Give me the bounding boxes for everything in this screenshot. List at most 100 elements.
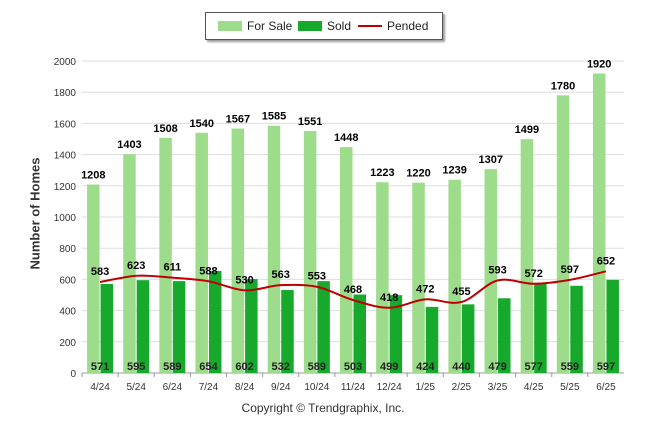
sold-bar xyxy=(136,280,150,373)
sold-value-label: 602 xyxy=(235,361,253,373)
sold-value-label: 503 xyxy=(344,361,362,373)
y-tick-label: 200 xyxy=(59,338,76,349)
pended-value-label: 563 xyxy=(272,269,290,281)
for-sale-value-label: 1208 xyxy=(81,170,105,182)
y-tick-label: 1000 xyxy=(54,213,77,224)
x-tick-label: 2/25 xyxy=(452,382,472,393)
for-sale-value-label: 1920 xyxy=(587,58,611,70)
pended-value-label: 472 xyxy=(416,283,434,295)
pended-value-label: 652 xyxy=(597,255,615,267)
pended-value-label: 623 xyxy=(127,260,145,272)
for-sale-bar xyxy=(123,154,136,373)
sold-bar xyxy=(606,279,619,373)
sold-bar xyxy=(353,294,366,373)
sold-bar xyxy=(281,290,294,373)
x-tick-label: 4/24 xyxy=(90,382,110,393)
y-axis-title: Number of Homes xyxy=(27,157,43,270)
for-sale-value-label: 1448 xyxy=(334,132,358,144)
pended-swatch xyxy=(358,25,382,27)
y-tick-label: 1400 xyxy=(54,151,77,162)
for-sale-bar xyxy=(412,182,425,373)
for-sale-bar xyxy=(231,128,245,373)
for-sale-bar xyxy=(592,73,606,373)
x-tick-label: 5/24 xyxy=(126,382,146,393)
for-sale-bar xyxy=(556,95,570,373)
sold-value-label: 424 xyxy=(416,361,435,373)
sold-value-label: 595 xyxy=(127,361,145,373)
for-sale-value-label: 1780 xyxy=(551,80,575,92)
y-tick-label: 400 xyxy=(59,307,76,318)
pended-value-label: 553 xyxy=(308,271,326,283)
for-sale-bar xyxy=(484,169,498,373)
pended-value-label: 597 xyxy=(561,264,579,276)
y-tick-label: 600 xyxy=(59,275,76,286)
for-sale-bar xyxy=(448,179,461,373)
y-tick-label: 0 xyxy=(70,369,76,380)
for-sale-bar xyxy=(340,147,353,373)
for-sale-bar xyxy=(376,182,389,373)
y-tick-label: 1200 xyxy=(54,182,77,193)
sold-bar xyxy=(317,281,330,373)
pended-line xyxy=(99,270,607,309)
y-tick-label: 800 xyxy=(59,244,76,255)
x-tick-label: 6/25 xyxy=(596,382,616,393)
pended-value-label: 572 xyxy=(524,268,542,280)
for-sale-bar xyxy=(195,132,208,373)
for-sale-value-label: 1567 xyxy=(226,114,250,126)
for-sale-bar xyxy=(267,125,281,374)
for-sale-value-label: 1499 xyxy=(515,124,539,136)
legend: For Sale Sold Pended xyxy=(205,12,443,40)
sold-bar xyxy=(172,281,186,373)
pended-value-label: 530 xyxy=(235,274,253,286)
legend-item-sold: Sold xyxy=(298,18,351,34)
sold-value-label: 589 xyxy=(308,361,326,373)
pended-value-label: 593 xyxy=(488,264,506,276)
pended-value-label: 455 xyxy=(452,286,470,298)
for-sale-value-label: 1307 xyxy=(479,154,503,166)
legend-label-pended: Pended xyxy=(387,19,429,33)
for-sale-value-label: 1403 xyxy=(117,139,141,151)
sold-bar xyxy=(498,298,511,373)
sold-value-label: 654 xyxy=(199,361,218,373)
sold-value-label: 589 xyxy=(163,361,181,373)
sold-value-label: 499 xyxy=(380,361,398,373)
for-sale-swatch xyxy=(218,21,242,31)
pended-value-label: 468 xyxy=(344,284,362,296)
sold-bar xyxy=(100,283,114,373)
legend-item-for-sale: For Sale xyxy=(218,18,292,34)
for-sale-value-label: 1223 xyxy=(370,167,394,179)
for-sale-value-label: 1551 xyxy=(298,116,322,128)
sold-value-label: 597 xyxy=(597,361,615,373)
sold-bar xyxy=(570,285,583,373)
y-tick-label: 1800 xyxy=(54,88,77,99)
pended-value-label: 418 xyxy=(380,292,398,304)
sold-value-label: 559 xyxy=(561,361,579,373)
x-tick-label: 5/25 xyxy=(560,382,580,393)
sold-bar xyxy=(389,295,403,373)
legend-item-pended: Pended xyxy=(358,18,428,34)
y-tick-label: 2000 xyxy=(54,57,77,68)
for-sale-value-label: 1585 xyxy=(262,111,286,123)
legend-label-sold: Sold xyxy=(327,19,352,33)
sold-bar xyxy=(245,279,258,373)
legend-label-for-sale: For Sale xyxy=(247,19,293,33)
for-sale-bar xyxy=(520,139,534,373)
pended-value-label: 611 xyxy=(163,262,181,274)
pended-value-label: 588 xyxy=(199,265,217,277)
sold-swatch xyxy=(298,21,322,31)
for-sale-bar xyxy=(87,184,100,373)
x-tick-label: 10/24 xyxy=(304,382,329,393)
pended-value-label: 583 xyxy=(91,266,109,278)
sold-value-label: 571 xyxy=(91,361,109,373)
for-sale-bar xyxy=(303,131,317,373)
x-tick-label: 11/24 xyxy=(341,382,366,393)
for-sale-bar xyxy=(159,137,172,373)
x-tick-label: 6/24 xyxy=(163,382,183,393)
sold-value-label: 479 xyxy=(488,361,506,373)
sold-bar xyxy=(425,306,439,373)
y-tick-label: 1600 xyxy=(54,119,77,130)
sold-value-label: 577 xyxy=(524,361,542,373)
sold-bar xyxy=(534,282,547,373)
sold-bar xyxy=(208,270,222,373)
